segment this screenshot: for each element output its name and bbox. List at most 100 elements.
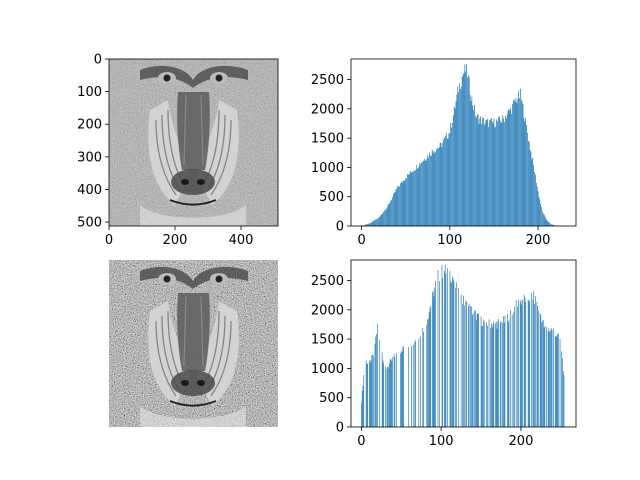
equalized-histogram-bar — [366, 363, 368, 427]
original-histogram-bar — [536, 186, 538, 226]
equalized-histogram-bar — [468, 304, 470, 427]
original-histogram-bar — [385, 210, 386, 226]
original-histogram-bar — [400, 181, 402, 226]
original-histogram-bar — [447, 138, 449, 226]
original-histogram-bar — [474, 104, 475, 226]
equalized-histogram-bar — [377, 323, 378, 427]
original-histogram-bar — [406, 178, 407, 226]
original-histogram-bar — [426, 158, 428, 226]
original-histogram-bar — [537, 191, 539, 226]
equalized-histogram-bar — [537, 305, 539, 427]
original-histogram-bar — [516, 102, 518, 226]
original-histogram-bar — [549, 222, 550, 226]
original-histogram-bar — [491, 121, 493, 226]
equalized-histogram-bar — [388, 363, 390, 427]
original-histogram-xtick-label: 200 — [526, 233, 551, 248]
equalized-histogram-bar — [559, 338, 561, 427]
original-histogram-bar — [378, 218, 379, 226]
original-histogram-bar — [446, 138, 448, 226]
equalized-histogram-bar — [527, 299, 529, 427]
original-histogram-bar — [551, 224, 553, 226]
equalized-histogram-bar — [363, 375, 365, 427]
original-histogram-xtick-label: 0 — [357, 233, 365, 248]
original-histogram-bar — [372, 221, 374, 226]
equalized-histogram-bar — [490, 328, 491, 427]
original-image-panel: 0 200 400 0 100 200 300 400 500 — [77, 53, 279, 248]
equalized-histogram-bar — [528, 300, 530, 427]
equalized-histogram-bar — [379, 340, 381, 427]
original-histogram-bar — [471, 96, 473, 226]
equalized-histogram-ytick-label: 500 — [319, 391, 344, 406]
original-histogram-bar — [488, 127, 489, 226]
equalized-histogram-bar — [482, 325, 483, 427]
equalized-histogram-bar — [495, 323, 496, 427]
original-histogram-bar — [490, 118, 492, 226]
equalized-histogram-ytick-label: 1500 — [311, 333, 344, 348]
equalized-histogram-bar — [508, 319, 510, 427]
original-histogram-bar — [399, 186, 400, 226]
equalized-histogram-bar — [423, 331, 424, 427]
equalized-histogram-bar — [411, 346, 412, 427]
original-histogram-bar — [431, 149, 433, 226]
original-histogram-bar — [413, 171, 414, 226]
equalized-histogram-bar — [538, 310, 539, 427]
original-histogram-bar — [393, 192, 395, 226]
original-histogram-bar — [505, 118, 507, 226]
original-histogram-bar — [391, 199, 392, 226]
equalized-histogram-bar — [433, 296, 435, 427]
equalized-histogram-bar — [467, 306, 469, 427]
equalized-histogram-bar — [367, 363, 369, 427]
original-histogram-bar — [442, 142, 444, 226]
original-histogram-bar — [405, 178, 407, 226]
original-histogram-ytick-label: 500 — [319, 190, 344, 205]
original-histogram-bar — [505, 116, 506, 226]
original-histogram-bar — [387, 204, 389, 226]
equalized-histogram-bar — [374, 344, 376, 427]
equalized-histogram-bar — [432, 290, 434, 427]
original-image-xtick-label: 200 — [163, 233, 188, 248]
equalized-histogram-bar — [492, 324, 494, 427]
equalized-histogram-bar — [430, 306, 432, 427]
original-histogram-bar — [445, 133, 447, 226]
original-histogram-bar — [441, 147, 443, 226]
original-histogram-bar — [450, 122, 452, 226]
equalized-histogram-bar — [466, 301, 468, 427]
equalized-histogram-bar — [486, 322, 487, 427]
equalized-histogram-bar — [550, 330, 551, 427]
equalized-histogram-bar — [481, 326, 483, 427]
equalized-histogram-bar — [373, 355, 374, 427]
original-histogram-bar — [366, 224, 368, 226]
equalized-histogram-bar — [475, 320, 477, 427]
original-histogram-bar — [363, 225, 365, 226]
original-histogram-bar — [468, 75, 469, 226]
original-histogram-bar — [384, 210, 385, 226]
equalized-histogram-bar — [541, 322, 543, 427]
equalized-histogram-bar — [386, 368, 388, 427]
original-histogram-bar — [415, 170, 416, 226]
equalized-histogram-bar — [447, 268, 448, 427]
equalized-histogram-bar — [392, 357, 393, 427]
equalized-histogram-bar — [517, 306, 519, 427]
original-histogram-bar — [470, 101, 472, 226]
original-histogram-bar — [526, 124, 527, 226]
original-histogram-bar — [393, 194, 394, 226]
equalized-histogram-bar — [502, 322, 503, 427]
equalized-histogram-bar — [474, 310, 475, 427]
equalized-histogram-bar — [483, 319, 484, 427]
equalized-histogram-bar — [369, 360, 370, 427]
original-histogram-bar — [499, 120, 501, 226]
original-histogram-bar — [494, 127, 496, 226]
original-histogram-bar — [420, 164, 422, 226]
original-histogram-bar — [534, 171, 535, 226]
equalized-histogram-bar — [532, 299, 534, 427]
original-histogram-bar — [466, 64, 467, 227]
original-histogram-bar — [512, 103, 513, 226]
original-histogram-bar — [427, 154, 429, 226]
original-histogram-bar — [513, 99, 515, 226]
original-histogram-bar — [407, 173, 408, 226]
original-histogram-bar — [382, 213, 384, 226]
equalized-histogram-bar — [543, 327, 545, 427]
original-histogram-bar — [423, 159, 425, 226]
equalized-histogram-bar — [480, 316, 482, 427]
